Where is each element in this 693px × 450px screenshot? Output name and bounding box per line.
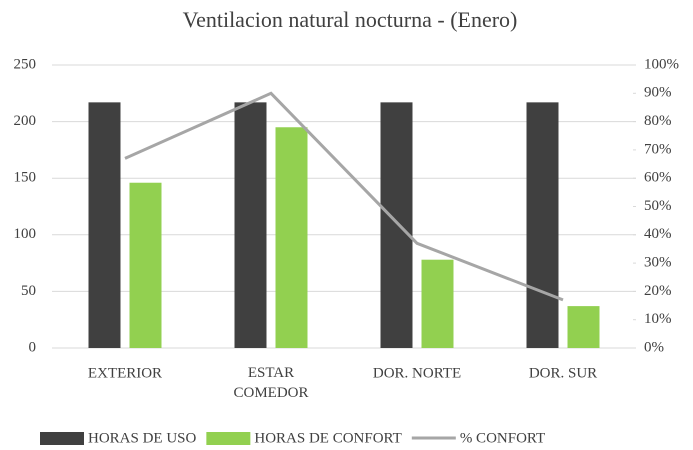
y-tick-label: 0	[29, 339, 37, 355]
x-tick-label: EXTERIOR	[88, 365, 162, 381]
y2-tick-label: 60%	[644, 170, 672, 186]
bar	[567, 306, 600, 348]
y2-tick-label: 0%	[644, 339, 664, 355]
legend-label: HORAS DE USO	[88, 430, 197, 446]
y2-tick-label: 30%	[644, 255, 672, 271]
legend-label: HORAS DE CONFORT	[254, 430, 401, 446]
bar	[88, 102, 121, 348]
x-tick-label: DOR. NORTE	[373, 365, 461, 381]
y2-tick-label: 90%	[644, 85, 672, 101]
chart-title: Ventilacion natural nocturna - (Enero)	[183, 7, 518, 32]
y-tick-label: 250	[14, 56, 37, 72]
bar	[526, 102, 559, 348]
y2-tick-label: 10%	[644, 311, 672, 327]
x-tick-line: ESTAR	[248, 365, 294, 381]
y2-tick-label: 20%	[644, 283, 672, 299]
y2-tick-label: 40%	[644, 226, 672, 242]
y-tick-label: 200	[14, 113, 37, 129]
y-tick-label: 100	[14, 226, 37, 242]
bar	[421, 259, 454, 348]
x-tick-line: COMEDOR	[233, 385, 308, 401]
bar	[380, 102, 413, 348]
y2-tick-label: 50%	[644, 198, 672, 214]
y2-tick-label: 80%	[644, 113, 672, 129]
x-tick-label: ESTAR COMEDOR	[233, 365, 308, 401]
bar	[275, 127, 308, 348]
bar	[129, 182, 162, 348]
legend-label: % CONFORT	[460, 430, 545, 446]
y2-tick-label: 70%	[644, 141, 672, 157]
x-tick-label: DOR. SUR	[529, 365, 597, 381]
y2-tick-label: 100%	[644, 56, 679, 72]
y-tick-label: 50	[21, 283, 36, 299]
line	[124, 91, 564, 302]
bar	[234, 102, 267, 348]
legend-swatch	[40, 432, 84, 445]
legend-swatch	[206, 432, 251, 445]
y-tick-label: 150	[14, 170, 37, 186]
